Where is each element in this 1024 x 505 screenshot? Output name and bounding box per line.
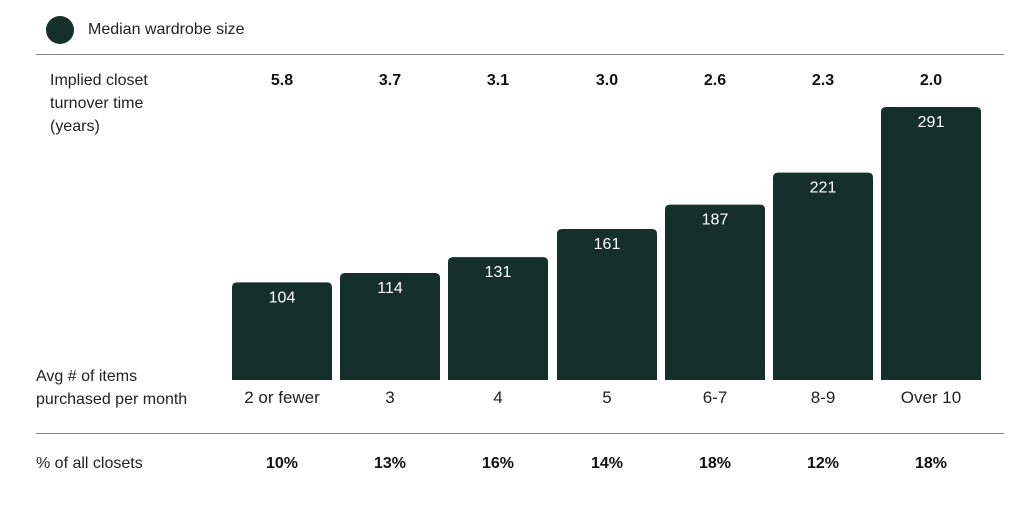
pct-value: 14% bbox=[590, 455, 624, 472]
pct-value: 10% bbox=[265, 455, 299, 472]
items-row-label: Avg # of items purchased per month bbox=[36, 365, 187, 411]
turnover-value: 2.6 bbox=[703, 72, 727, 89]
category-label: 8-9 bbox=[810, 388, 836, 407]
bar-value-label: 221 bbox=[810, 180, 837, 197]
legend: Median wardrobe size bbox=[46, 16, 245, 44]
items-label-line: Avg # of items bbox=[36, 368, 138, 385]
bar-value-label: 131 bbox=[485, 264, 512, 281]
turnover-value: 3.1 bbox=[486, 72, 510, 89]
category-label: 6-7 bbox=[702, 388, 728, 407]
items-label-line: purchased per month bbox=[36, 391, 188, 408]
category-label: Over 10 bbox=[900, 388, 962, 407]
bar-value-label: 161 bbox=[594, 236, 621, 253]
turnover-label-line: Implied closet bbox=[50, 72, 148, 89]
top-divider bbox=[36, 54, 1004, 55]
bar bbox=[665, 204, 765, 380]
legend-label: Median wardrobe size bbox=[88, 21, 245, 38]
turnover-label-line: (years) bbox=[50, 118, 100, 135]
turnover-value: 2.3 bbox=[811, 72, 835, 89]
turnover-value: 3.0 bbox=[595, 72, 619, 89]
category-label: 3 bbox=[385, 388, 395, 407]
bar bbox=[557, 228, 657, 380]
bar-value-label: 291 bbox=[918, 114, 945, 131]
pct-value: 13% bbox=[373, 455, 407, 472]
turnover-label-line: turnover time bbox=[50, 95, 144, 112]
bar-value-label: 104 bbox=[269, 289, 296, 306]
bar bbox=[773, 172, 873, 380]
pct-row-label: % of all closets bbox=[36, 455, 143, 472]
bar-value-label: 187 bbox=[702, 212, 729, 229]
category-label: 2 or fewer bbox=[244, 388, 320, 407]
turnover-value: 3.7 bbox=[378, 72, 402, 89]
pct-value: 18% bbox=[698, 455, 732, 472]
pct-value: 12% bbox=[806, 455, 840, 472]
turnover-value: 2.0 bbox=[919, 72, 943, 89]
bar bbox=[232, 282, 332, 380]
bar bbox=[340, 273, 440, 380]
pct-value: 16% bbox=[481, 455, 515, 472]
bottom-divider bbox=[36, 433, 1004, 434]
turnover-value: 5.8 bbox=[270, 72, 294, 89]
bar bbox=[881, 107, 981, 380]
bar bbox=[448, 257, 548, 380]
bar-value-label: 114 bbox=[377, 280, 403, 297]
pct-value: 18% bbox=[914, 455, 948, 472]
category-label: 4 bbox=[493, 388, 503, 407]
category-label: 5 bbox=[602, 388, 612, 407]
turnover-row-label: Implied closet turnover time (years) bbox=[50, 69, 148, 138]
legend-swatch bbox=[46, 16, 74, 44]
